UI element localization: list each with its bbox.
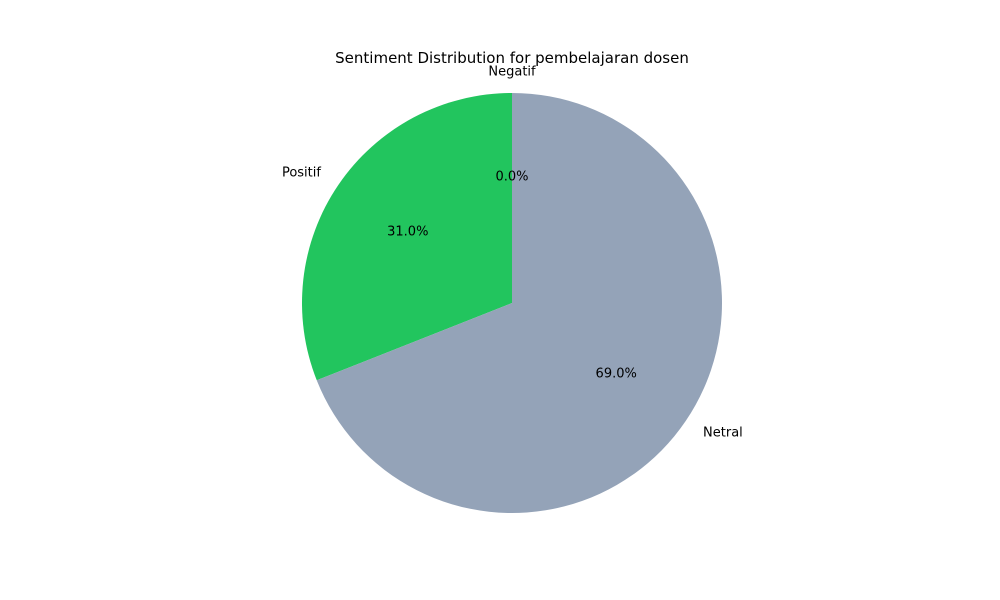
slice-label-netral: Netral bbox=[703, 425, 743, 440]
pct-label-netral: 69.0% bbox=[596, 366, 637, 381]
chart-title: Sentiment Distribution for pembelajaran … bbox=[335, 49, 689, 67]
slice-label-negatif: Negatif bbox=[488, 65, 536, 80]
pct-label-positif: 31.0% bbox=[387, 225, 428, 240]
slice-label-positif: Positif bbox=[282, 166, 321, 181]
pct-label-negatif: 0.0% bbox=[495, 170, 528, 185]
pie-slice-netral bbox=[316, 93, 723, 513]
pie-slice-positif bbox=[302, 93, 512, 381]
slices-layer bbox=[302, 93, 723, 513]
labels-layer: Negatif 0.0% Positif 31.0% Netral 69.0% bbox=[282, 65, 743, 441]
